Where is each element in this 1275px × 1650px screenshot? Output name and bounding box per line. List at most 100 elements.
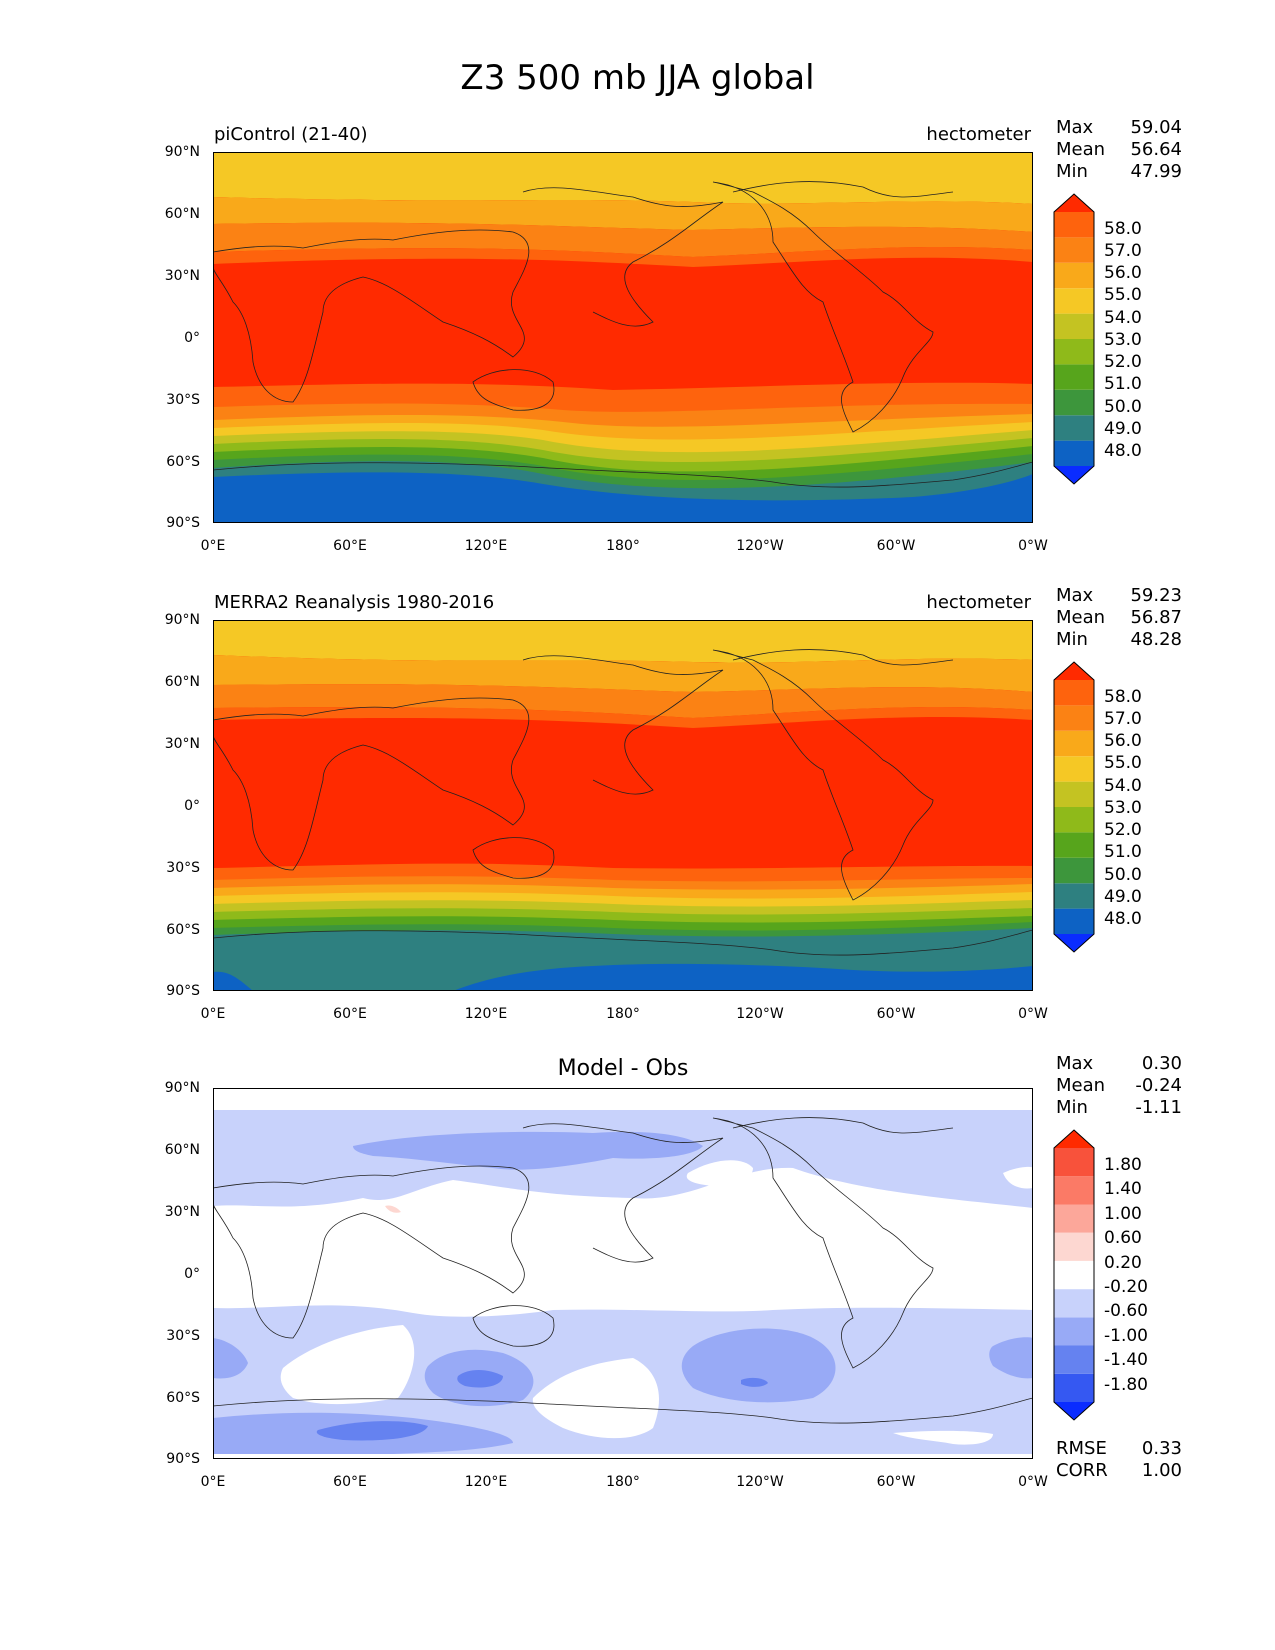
colorbar-swatch: [1054, 807, 1094, 833]
lat-tick: 90°S: [166, 983, 200, 999]
colorbar-label: 56.0: [1104, 731, 1142, 751]
lon-tick: 120°E: [464, 1474, 508, 1490]
colorbar-outline: [1053, 1129, 1095, 1421]
colorbar-labels: 58.0 57.0 56.0 55.0 54.0 53.0 52.0 51.0 …: [1104, 660, 1184, 956]
colorbar-swatch: [1054, 1402, 1094, 1420]
lon-tick: 180°: [606, 1006, 640, 1022]
lon-tick: 60°E: [333, 1006, 367, 1022]
colorbar-label: 0.20: [1104, 1253, 1142, 1273]
colorbar-swatch: [1054, 313, 1094, 339]
colorbar: [1053, 193, 1095, 485]
lon-tick: 0°E: [200, 1474, 226, 1490]
colorbar-label: 58.0: [1104, 219, 1142, 239]
colorbar-swatch: [1054, 440, 1094, 466]
colorbar-label: 58.0: [1104, 687, 1142, 707]
lat-tick: 90°S: [166, 515, 200, 531]
lon-tick: 60°W: [876, 1474, 916, 1490]
colorbar-label: 54.0: [1104, 308, 1142, 328]
colorbar-swatch: [1054, 832, 1094, 858]
lon-tick: 0°E: [200, 538, 226, 554]
corr-label: CORR: [1056, 1460, 1108, 1481]
lat-tick: 30°N: [164, 736, 200, 752]
colorbar-label: 52.0: [1104, 352, 1142, 372]
panel2-map: [213, 620, 1033, 991]
colorbar-swatch: [1054, 934, 1094, 952]
lat-tick: 30°S: [166, 392, 200, 408]
stat-max-label: Max: [1056, 117, 1094, 138]
lat-tick: 60°N: [164, 674, 200, 690]
lat-tick: 60°S: [166, 454, 200, 470]
colorbar-label: -1.80: [1104, 1375, 1148, 1395]
colorbar-swatch: [1054, 1148, 1094, 1177]
colorbar-swatch: [1054, 212, 1094, 238]
colorbar-swatch: [1054, 781, 1094, 807]
lon-tick: 120°E: [464, 1006, 508, 1022]
colorbar-outline: [1053, 661, 1095, 953]
colorbar-label: 55.0: [1104, 285, 1142, 305]
lon-tick: 60°W: [876, 538, 916, 554]
colorbar-swatch: [1054, 857, 1094, 884]
lat-tick: 30°S: [166, 1328, 200, 1344]
stat-min-value: 47.99: [1130, 161, 1182, 182]
lat-tick: 90°N: [164, 612, 200, 628]
colorbar-swatch: [1054, 680, 1094, 706]
colorbar-label: 55.0: [1104, 753, 1142, 773]
colorbar-swatch: [1054, 756, 1094, 782]
stat-min-value: 48.28: [1130, 629, 1182, 650]
panel1-units: hectometer: [926, 124, 1031, 145]
lat-tick: 60°N: [164, 206, 200, 222]
colorbar-label: 53.0: [1104, 330, 1142, 350]
colorbar-label: -0.60: [1104, 1301, 1148, 1321]
lon-tick: 180°: [606, 1474, 640, 1490]
rmse-value: 0.33: [1141, 1438, 1182, 1459]
colorbar-label: 52.0: [1104, 820, 1142, 840]
stat-max-value: 0.30: [1141, 1053, 1182, 1074]
stat-min-label: Min: [1056, 1097, 1088, 1118]
panel2-units: hectometer: [926, 592, 1031, 613]
stat-max-label: Max: [1056, 1053, 1094, 1074]
colorbar-swatch: [1054, 466, 1094, 484]
lon-tick: 120°E: [464, 538, 508, 554]
colorbar: [1053, 661, 1095, 953]
stat-min-label: Min: [1056, 629, 1088, 650]
colorbar-swatch: [1054, 705, 1094, 731]
colorbar-label: 1.40: [1104, 1179, 1142, 1199]
colorbar-label: -1.00: [1104, 1326, 1148, 1346]
colorbar-label: 1.00: [1104, 1204, 1142, 1224]
panel1-map: [213, 152, 1033, 523]
stat-mean-value: 56.87: [1130, 607, 1182, 628]
lon-tick: 120°W: [736, 1006, 784, 1022]
stat-max-value: 59.04: [1130, 117, 1182, 138]
lat-tick: 60°S: [166, 922, 200, 938]
stat-mean-label: Mean: [1056, 607, 1106, 628]
lon-tick: 60°W: [876, 1006, 916, 1022]
lon-tick: 60°E: [333, 538, 367, 554]
lon-tick: 0°W: [1018, 538, 1048, 554]
colorbar-label: 50.0: [1104, 865, 1142, 885]
stat-max-value: 59.23: [1130, 585, 1182, 606]
lat-tick: 0°: [184, 1266, 200, 1282]
colorbar-label: 49.0: [1104, 887, 1142, 907]
colorbar-label: 53.0: [1104, 798, 1142, 818]
colorbar-label: 48.0: [1104, 909, 1142, 929]
stat-mean-label: Mean: [1056, 1075, 1106, 1096]
colorbar-swatch: [1054, 883, 1094, 909]
stat-mean-label: Mean: [1056, 139, 1106, 160]
colorbar-label: 51.0: [1104, 842, 1142, 862]
colorbar-label: -1.40: [1104, 1350, 1148, 1370]
colorbar-swatch: [1054, 237, 1094, 263]
lat-tick: 90°N: [164, 1080, 200, 1096]
colorbar-label: 57.0: [1104, 241, 1142, 261]
colorbar-swatch: [1054, 1289, 1094, 1318]
colorbar-swatch: [1054, 1204, 1094, 1233]
colorbar-label: 50.0: [1104, 397, 1142, 417]
colorbar-label: 48.0: [1104, 441, 1142, 461]
stat-max-label: Max: [1056, 585, 1094, 606]
colorbar-label: 49.0: [1104, 419, 1142, 439]
colorbar-label: 1.80: [1104, 1155, 1142, 1175]
colorbar: [1053, 1129, 1095, 1421]
colorbar-swatch: [1054, 1232, 1094, 1261]
colorbar-swatch: [1054, 1260, 1094, 1290]
colorbar-swatch: [1054, 730, 1094, 757]
colorbar-labels: 1.80 1.40 1.00 0.60 0.20 -0.20 -0.60 -1.…: [1104, 1128, 1184, 1424]
